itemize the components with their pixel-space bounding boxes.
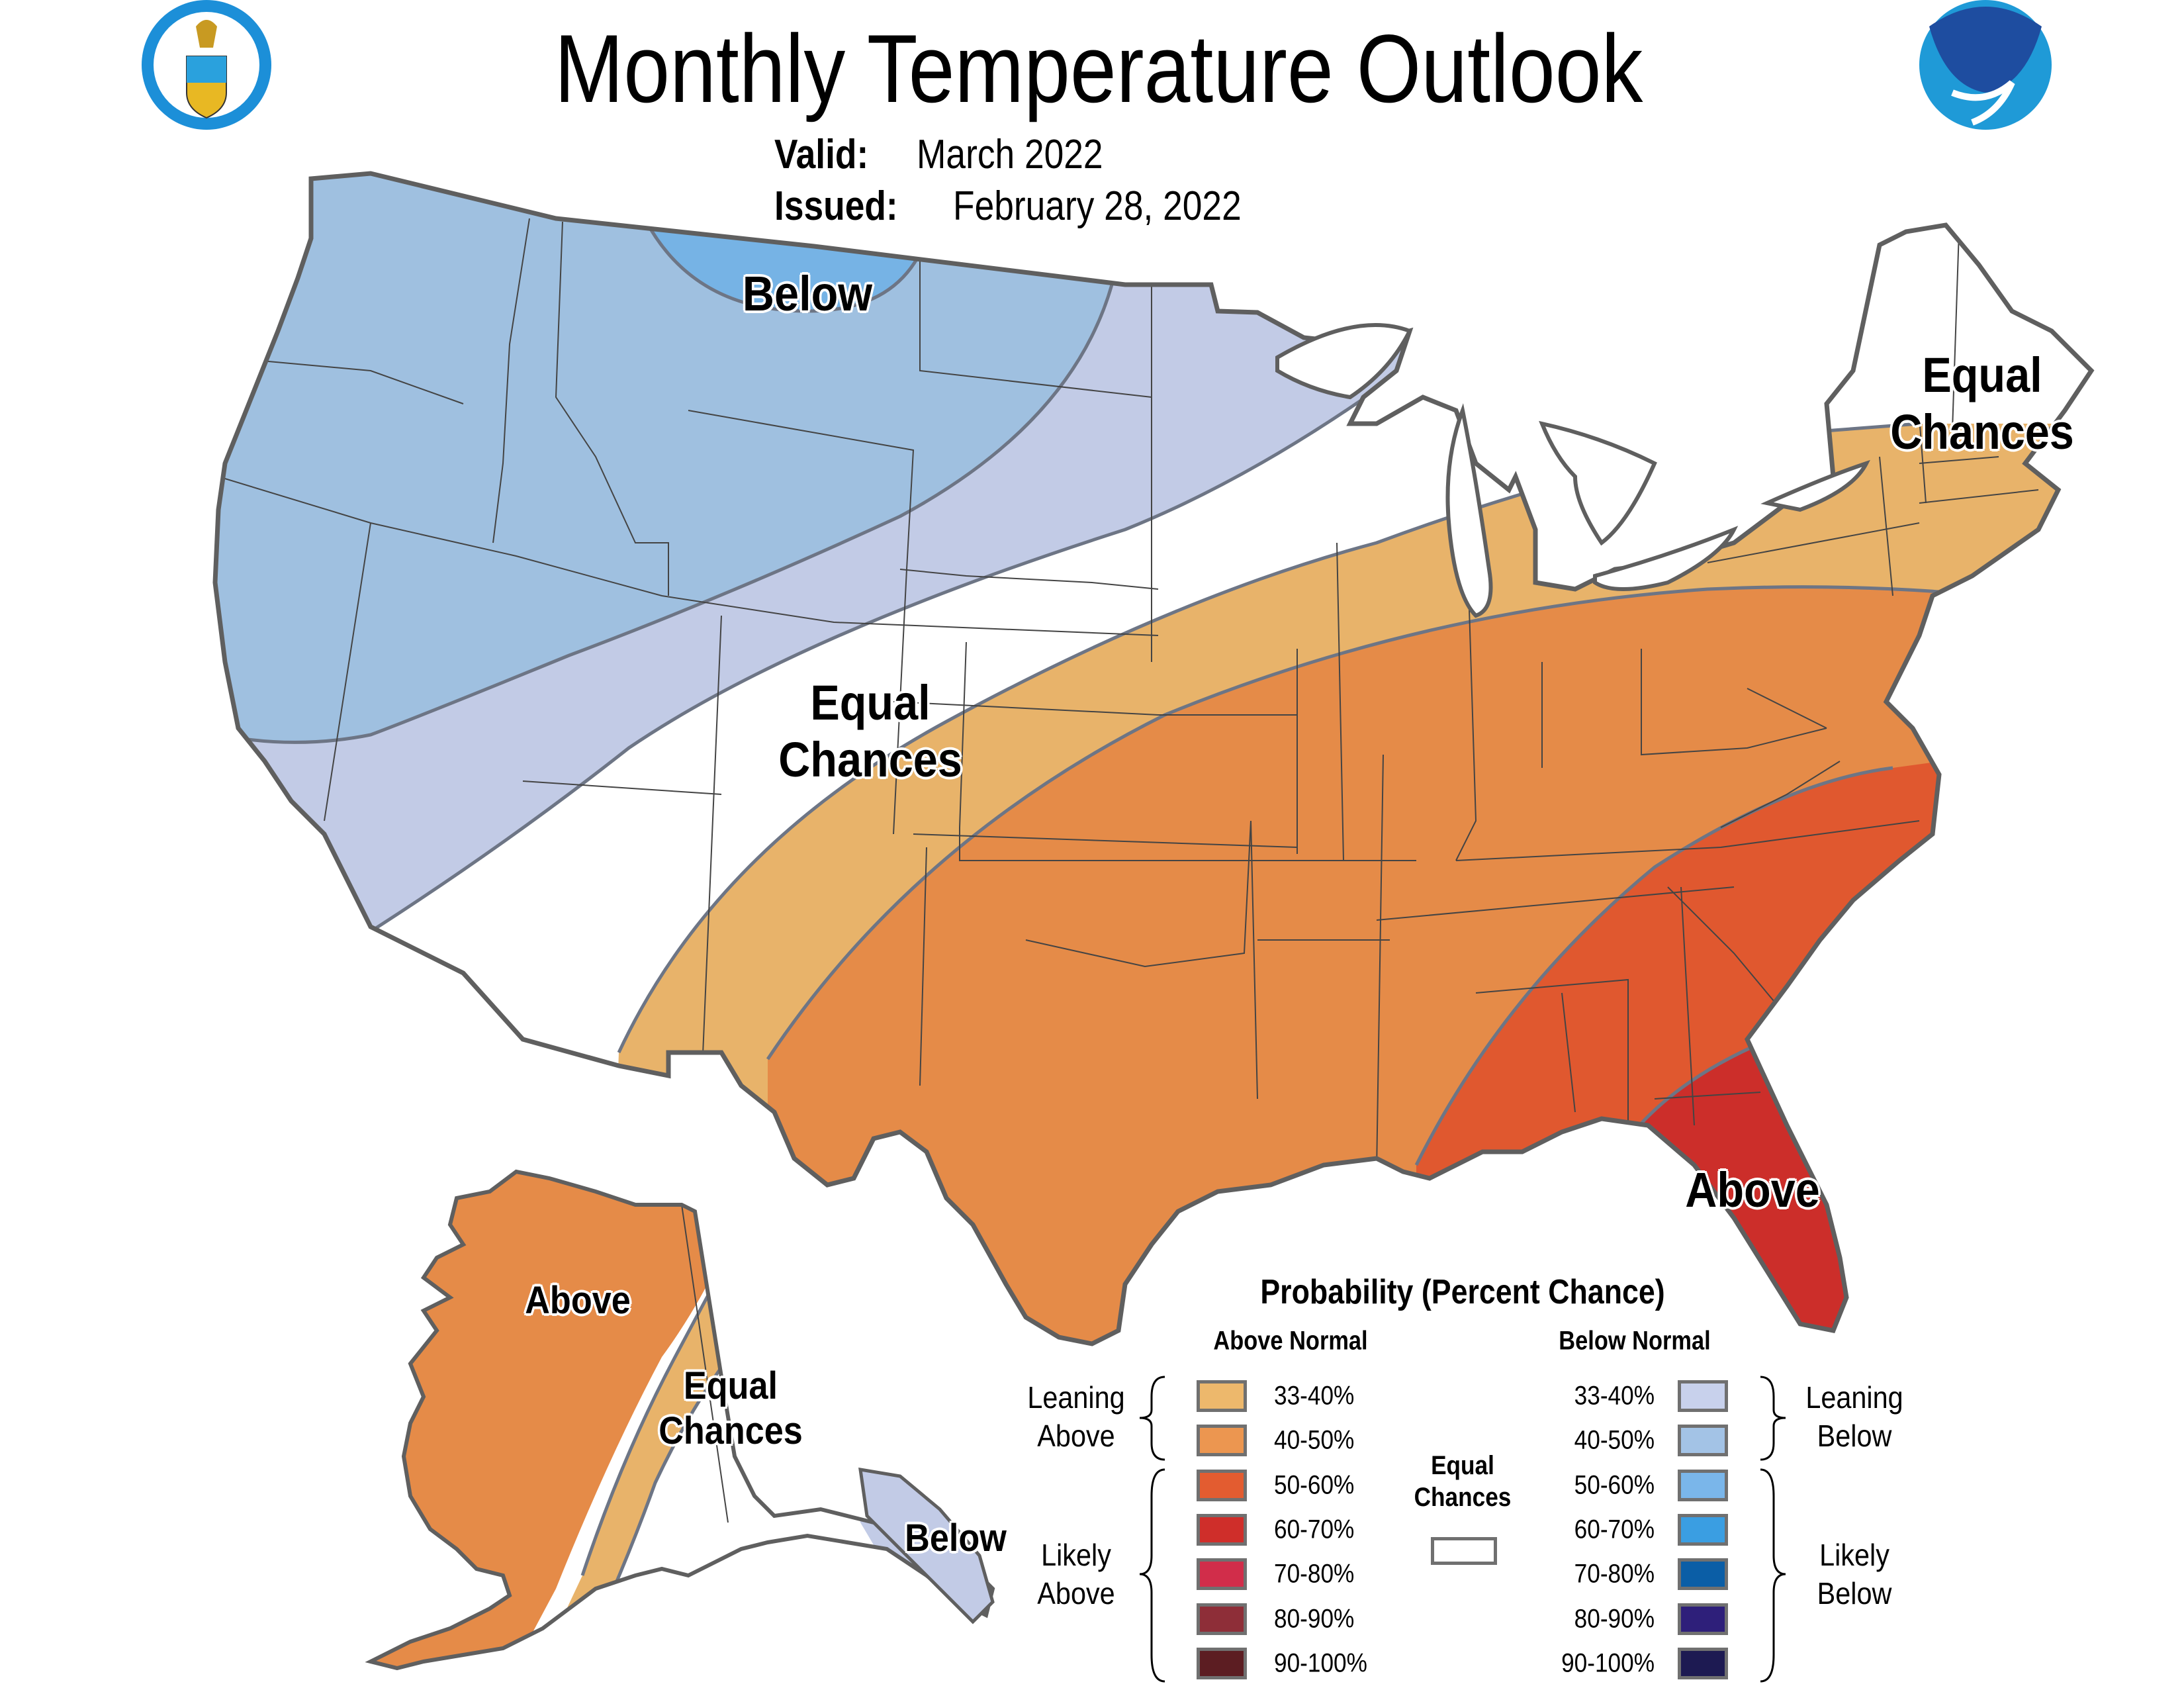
legend-equal-chances-swatch — [1431, 1537, 1497, 1565]
state-boundaries — [218, 218, 2039, 1172]
valid-value: March 2022 — [917, 132, 1103, 177]
brace-likely-above — [1139, 1468, 1165, 1683]
legend-likely-above: Likely Above — [1037, 1536, 1115, 1613]
map-label-ak-above: Above — [525, 1279, 631, 1322]
page-title: Monthly Temperature Outlook — [554, 15, 1643, 122]
legend-above-swatch — [1197, 1603, 1247, 1635]
label-line-1: Equal — [683, 1364, 778, 1407]
label-line-2: Chances — [778, 732, 962, 787]
legend-below-swatch — [1678, 1603, 1728, 1635]
map-label-se-above: Above — [1685, 1162, 1820, 1217]
legend-above-swatch — [1197, 1647, 1247, 1679]
legend-below-swatch — [1678, 1425, 1728, 1457]
map-label-conus-below: Below — [742, 266, 873, 321]
label-line-2: Chances — [1890, 404, 2074, 459]
great-lakes — [1275, 323, 1870, 618]
legend-below-header: Below Normal — [1559, 1326, 1711, 1356]
legend-below-range: 70-80% — [1574, 1559, 1655, 1589]
legend-below-swatch — [1678, 1558, 1728, 1591]
legend-above-range: 40-50% — [1274, 1425, 1355, 1455]
noaa-logo — [1919, 0, 2052, 130]
legend-below-swatch — [1678, 1380, 1728, 1412]
legend-below-range: 80-90% — [1574, 1604, 1655, 1633]
group-line-2: Below — [1817, 1576, 1892, 1611]
legend-below-swatch — [1678, 1647, 1728, 1679]
valid-label: Valid: — [774, 132, 869, 177]
legend-above-range: 50-60% — [1274, 1470, 1355, 1500]
alaska-panhandle — [858, 1467, 995, 1624]
legend-above-range: 60-70% — [1274, 1515, 1355, 1544]
legend-below-range: 90-100% — [1561, 1648, 1655, 1678]
brace-likely-below — [1760, 1468, 1786, 1683]
group-line-2: Above — [1037, 1576, 1115, 1611]
map-label-ne-equal-chances: Equal Chances — [1890, 347, 2074, 461]
label-line-1: Equal — [810, 675, 931, 730]
label-line-1: Equal — [1922, 348, 2042, 402]
group-line-1: Leaning — [1805, 1380, 1903, 1415]
group-line-2: Above — [1037, 1419, 1115, 1453]
brace-leaning-below — [1760, 1376, 1786, 1461]
legend-above-range: 70-80% — [1274, 1559, 1355, 1589]
legend-title: Probability (Percent Chance) — [1260, 1273, 1665, 1311]
group-line-1: Likely — [1041, 1538, 1111, 1572]
ec-line-2: Chances — [1414, 1483, 1512, 1512]
issued-value: February 28, 2022 — [953, 183, 1242, 229]
legend-below-range: 60-70% — [1574, 1515, 1655, 1544]
doc-seal-logo — [142, 0, 271, 130]
legend-above-range: 80-90% — [1274, 1604, 1355, 1633]
map-label-conus-equal-chances: Equal Chances — [778, 675, 962, 788]
legend-above-swatch — [1197, 1558, 1247, 1591]
legend-likely-below: Likely Below — [1817, 1536, 1892, 1613]
map-label-ak-below: Below — [905, 1517, 1007, 1560]
legend-above-swatch — [1197, 1513, 1247, 1546]
legend-above-range: 90-100% — [1274, 1648, 1367, 1678]
label-line-2: Chances — [659, 1409, 803, 1452]
legend-leaning-above: Leaning Above — [1027, 1378, 1124, 1455]
legend-leaning-below: Leaning Below — [1805, 1378, 1903, 1455]
group-line-1: Leaning — [1027, 1380, 1125, 1415]
legend-equal-chances: Equal Chances — [1414, 1450, 1512, 1513]
legend-below-range: 50-60% — [1574, 1470, 1655, 1500]
issued-label: Issued: — [774, 183, 898, 229]
legend-below-swatch — [1678, 1469, 1728, 1501]
legend-below-range: 33-40% — [1574, 1381, 1655, 1411]
brace-leaning-above — [1139, 1376, 1165, 1461]
legend-above-swatch — [1197, 1469, 1247, 1501]
legend-above-header: Above Normal — [1213, 1326, 1368, 1356]
ec-line-1: Equal — [1431, 1451, 1494, 1480]
legend-right-braces — [1760, 1376, 1786, 1683]
group-line-2: Below — [1817, 1419, 1892, 1453]
map-label-ak-equal-chances: Equal Chances — [659, 1364, 803, 1454]
legend-below-swatch — [1678, 1513, 1728, 1546]
legend-left-braces — [1139, 1376, 1165, 1683]
legend-above-range: 33-40% — [1274, 1381, 1355, 1411]
legend-above-swatch — [1197, 1380, 1247, 1412]
legend-above-swatch — [1197, 1425, 1247, 1457]
group-line-1: Likely — [1819, 1538, 1889, 1572]
legend-below-range: 40-50% — [1574, 1425, 1655, 1455]
